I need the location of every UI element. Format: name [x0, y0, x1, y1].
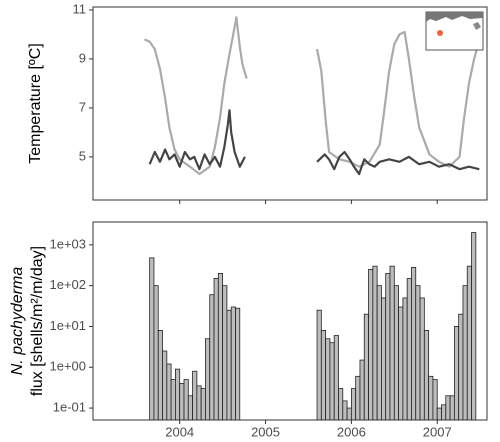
inset-map [425, 11, 484, 51]
flux-bar [466, 265, 472, 421]
flux-bar [449, 395, 455, 421]
y-axis-title: Temperature [ºC] [27, 43, 44, 164]
flux-bar [398, 306, 404, 421]
flux-bar [316, 309, 322, 421]
y-tick-label: 1e-01 [53, 400, 86, 415]
flux-bar [196, 385, 202, 421]
flux-bar [157, 330, 163, 421]
flux-bar [226, 309, 232, 421]
flux-bar [179, 383, 185, 421]
panel-frame [92, 6, 488, 201]
inset-island [473, 22, 481, 30]
flux-bar [453, 326, 460, 421]
flux-bar [402, 297, 408, 421]
flux-bar [432, 379, 438, 421]
flux-bar [333, 335, 339, 421]
flux-bar [230, 306, 236, 421]
flux-bar [162, 350, 168, 421]
flux-bar [385, 272, 391, 421]
flux-bar [325, 338, 331, 421]
x-tick-label: 2006 [337, 424, 366, 439]
flux-bar [153, 285, 159, 421]
flux-bar [389, 265, 395, 421]
flux-bar [462, 285, 468, 421]
flux-bar [187, 395, 193, 421]
flux-bar [406, 278, 412, 421]
flux-bar [428, 375, 434, 421]
flux-bar [393, 285, 399, 421]
flux-bar [166, 363, 172, 421]
temperature-line [148, 109, 480, 176]
flux-bar [222, 285, 228, 421]
flux-bar [329, 342, 335, 421]
flux-bar [149, 257, 155, 421]
flux-bar [376, 285, 382, 421]
inset-location [437, 30, 443, 36]
flux-bar [170, 379, 176, 421]
flux-bar [342, 400, 348, 421]
flux-bar [471, 232, 477, 421]
y-tick-label: 5 [79, 148, 86, 163]
y-tick-label: 1e+03 [49, 236, 86, 251]
flux-bar [200, 388, 206, 421]
flux-bar [213, 278, 219, 421]
x-tick-label: 2004 [165, 424, 194, 439]
flux-bar [419, 297, 425, 421]
flux-bar [355, 375, 361, 421]
flux-bar [441, 404, 447, 421]
y-axis-title: N. pachyderma [9, 267, 26, 376]
flux-bar [192, 370, 198, 421]
flux-bar [217, 272, 224, 421]
y-tick-label: 1e+01 [49, 318, 86, 333]
flux-bar [183, 379, 189, 421]
flux-bar [359, 359, 365, 421]
x-tick-label: 2005 [251, 424, 280, 439]
y-tick-label: 1e+02 [49, 277, 86, 292]
y-tick-label: 1e+00 [49, 359, 86, 374]
flux-bar [175, 368, 181, 421]
flux-bar [423, 330, 430, 421]
flux-bar [436, 407, 442, 421]
flux-bar [320, 330, 327, 421]
y-tick-label: 11 [73, 1, 87, 16]
flux-bar [411, 267, 417, 421]
y-tick-label: 9 [79, 50, 86, 65]
flux-bar [350, 388, 357, 421]
flux-bar [235, 307, 241, 421]
flux-bar [363, 313, 369, 421]
flux-bar [415, 285, 421, 421]
flux-bar [368, 269, 374, 421]
y-axis-title: flux [shells/m²/m/day] [29, 246, 46, 396]
top-panel-background [93, 7, 487, 200]
y-tick-label: 7 [79, 99, 86, 114]
flux-bar [209, 294, 215, 421]
flux-bar [346, 407, 352, 421]
flux-bar [205, 338, 211, 421]
inset-land [426, 12, 483, 22]
flux-bar [338, 388, 344, 421]
flux-bar [381, 297, 387, 421]
flux-bar [372, 265, 378, 421]
flux-bar [445, 395, 451, 421]
x-tick-label: 2007 [423, 424, 452, 439]
flux-bar [458, 313, 464, 421]
panel-frame [92, 221, 488, 421]
